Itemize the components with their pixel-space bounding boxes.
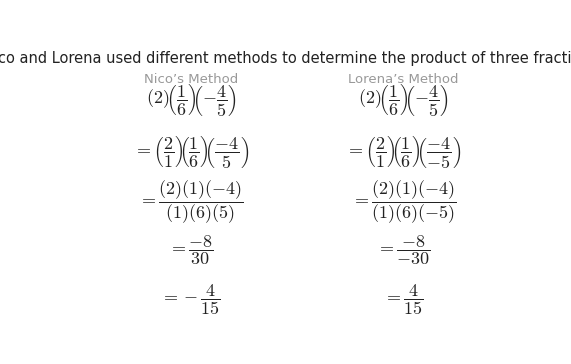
- Text: Nico and Lorena used different methods to determine the product of three fractio: Nico and Lorena used different methods t…: [0, 51, 571, 66]
- Text: $=\dfrac{(2)(1)(-4)}{(1)(6)(-5)}$: $=\dfrac{(2)(1)(-4)}{(1)(6)(-5)}$: [351, 178, 456, 226]
- Text: $=\dfrac{-8}{30}$: $=\dfrac{-8}{30}$: [168, 233, 214, 266]
- Text: $(2)\!\left(\dfrac{1}{6}\right)\!\!\left(-\dfrac{4}{5}\right)$: $(2)\!\left(\dfrac{1}{6}\right)\!\!\left…: [146, 81, 236, 118]
- Text: $=-\dfrac{4}{15}$: $=-\dfrac{4}{15}$: [160, 283, 221, 317]
- Text: $=\dfrac{4}{15}$: $=\dfrac{4}{15}$: [383, 283, 424, 317]
- Text: $=\dfrac{-8}{-30}$: $=\dfrac{-8}{-30}$: [376, 233, 431, 266]
- Text: $=\left(\dfrac{2}{1}\right)\!\!\left(\dfrac{1}{6}\right)\!\!\left(\dfrac{-4}{-5}: $=\left(\dfrac{2}{1}\right)\!\!\left(\df…: [345, 133, 461, 170]
- Text: $=\dfrac{(2)(1)(-4)}{(1)(6)(5)}$: $=\dfrac{(2)(1)(-4)}{(1)(6)(5)}$: [138, 178, 244, 226]
- Text: Lorena’s Method: Lorena’s Method: [348, 73, 459, 86]
- Text: $(2)\!\left(\dfrac{1}{6}\right)\!\!\left(-\dfrac{4}{5}\right)$: $(2)\!\left(\dfrac{1}{6}\right)\!\!\left…: [358, 81, 449, 118]
- Text: $=\left(\dfrac{2}{1}\right)\!\!\left(\dfrac{1}{6}\right)\!\!\left(\dfrac{-4}{5}\: $=\left(\dfrac{2}{1}\right)\!\!\left(\df…: [133, 133, 249, 170]
- Text: Nico’s Method: Nico’s Method: [144, 73, 238, 86]
